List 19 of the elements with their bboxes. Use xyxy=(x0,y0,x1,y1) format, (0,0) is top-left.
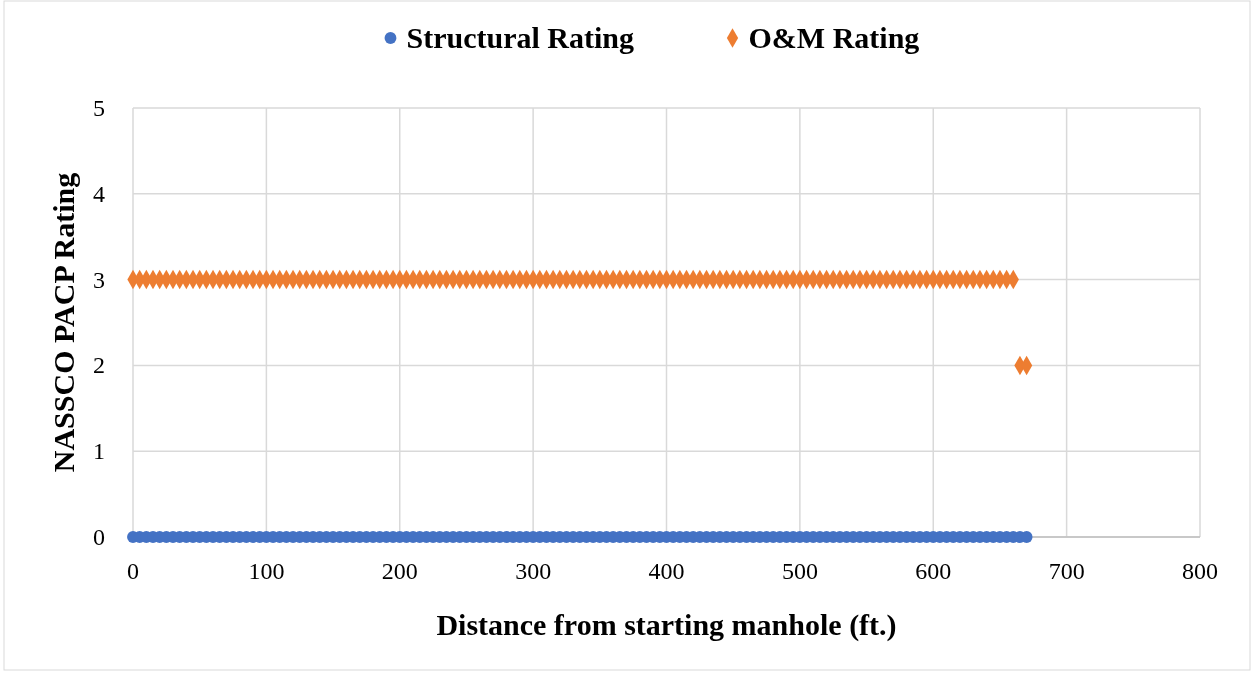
y-tick-label: 2 xyxy=(93,352,105,379)
x-tick-label: 600 xyxy=(915,558,952,584)
y-axis-title: NASSCO PACP Rating xyxy=(47,172,80,473)
x-tick-label: 700 xyxy=(1048,558,1085,584)
y-tick-label: 0 xyxy=(93,524,105,550)
y-tick-label: 4 xyxy=(93,180,105,207)
x-tick-label: 400 xyxy=(648,558,685,584)
y-tick-label: 5 xyxy=(93,95,105,121)
x-tick-label: 0 xyxy=(127,558,139,584)
legend-label: O&M Rating xyxy=(748,21,920,54)
x-tick-label: 300 xyxy=(515,558,552,584)
x-tick-label: 800 xyxy=(1182,558,1218,584)
x-axis-title: Distance from starting manhole (ft.) xyxy=(436,608,897,642)
y-tick-label: 3 xyxy=(93,266,105,293)
x-tick-label: 100 xyxy=(248,558,285,584)
x-tick-label: 200 xyxy=(381,558,418,584)
y-tick-label: 1 xyxy=(93,438,105,465)
x-tick-label: 500 xyxy=(781,558,818,584)
legend-label: Structural Rating xyxy=(406,21,634,54)
